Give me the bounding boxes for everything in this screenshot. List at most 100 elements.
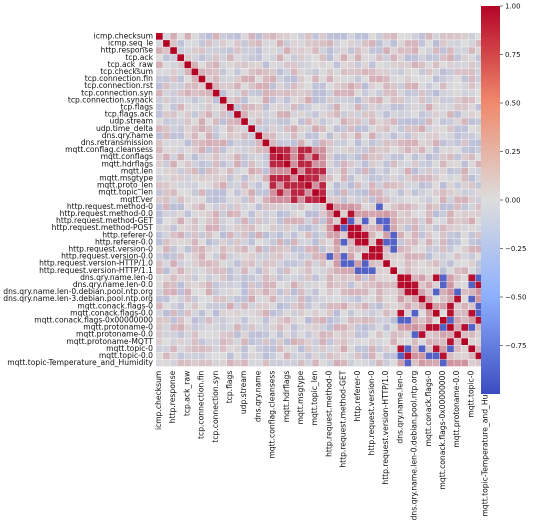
- heatmap-cell: [191, 260, 199, 267]
- heatmap-cell: [298, 132, 305, 140]
- heatmap-cell: [227, 260, 234, 267]
- heatmap-cell: [340, 224, 348, 232]
- heatmap-cell: [361, 253, 369, 260]
- heatmap-cell: [383, 182, 390, 189]
- heatmap-cell: [425, 125, 433, 132]
- heatmap-cell: [347, 33, 355, 40]
- heatmap-cell: [440, 132, 447, 140]
- heatmap-cell: [170, 231, 177, 239]
- heatmap-cell: [262, 267, 270, 274]
- heatmap-cell: [305, 224, 312, 232]
- heatmap-cell: [468, 224, 476, 232]
- heatmap-cell: [411, 210, 419, 218]
- heatmap-cell: [454, 96, 461, 104]
- heatmap-cell: [390, 146, 397, 154]
- heatmap-cell: [319, 274, 326, 282]
- heatmap-cell: [376, 40, 383, 47]
- heatmap-cell: [432, 217, 440, 225]
- heatmap-cell: [461, 196, 468, 203]
- heatmap-cell: [248, 238, 255, 246]
- heatmap-cell: [191, 352, 199, 360]
- heatmap-cell: [418, 160, 426, 168]
- heatmap-cell: [383, 224, 390, 232]
- heatmap-cell: [283, 61, 291, 69]
- heatmap-cell: [440, 47, 447, 54]
- heatmap-cell: [475, 274, 483, 282]
- heatmap-cell: [354, 260, 362, 267]
- heatmap-cell: [475, 189, 483, 196]
- heatmap-cell: [447, 274, 454, 282]
- heatmap-cell: [262, 175, 270, 182]
- heatmap-cell: [340, 82, 348, 90]
- heatmap-cell: [276, 288, 284, 296]
- heatmap-cell: [454, 246, 461, 253]
- heatmap-cell: [305, 288, 312, 296]
- heatmap-cell: [383, 231, 390, 239]
- heatmap-cell: [290, 274, 298, 282]
- heatmap-cell: [397, 40, 405, 47]
- heatmap-cell: [319, 324, 326, 331]
- heatmap-cell: [212, 331, 220, 338]
- heatmap-cell: [227, 196, 234, 203]
- heatmap-cell: [276, 338, 284, 345]
- heatmap-cell: [326, 267, 334, 274]
- heatmap-cell: [170, 96, 177, 104]
- heatmap-cell: [326, 153, 334, 161]
- heatmap-cell: [227, 111, 234, 118]
- heatmap-cell: [219, 96, 227, 104]
- heatmap-cell: [475, 40, 483, 47]
- heatmap-cell: [390, 54, 397, 61]
- heatmap-cell: [361, 167, 369, 175]
- heatmap-cell: [234, 238, 241, 246]
- heatmap-cell: [319, 153, 326, 161]
- heatmap-cell: [376, 196, 383, 203]
- heatmap-cell: [475, 33, 483, 40]
- heatmap-cell: [241, 338, 248, 345]
- heatmap-cell: [212, 246, 220, 253]
- heatmap-cell: [397, 153, 405, 161]
- heatmap-cell: [177, 139, 184, 147]
- heatmap-cell: [340, 274, 348, 282]
- colorbar-tick-label: 0.25: [505, 148, 521, 156]
- heatmap-cell: [369, 146, 376, 154]
- heatmap-cell: [319, 210, 326, 218]
- heatmap-cell: [198, 253, 206, 260]
- heatmap-cell: [369, 295, 376, 303]
- row-label: mqtt.msgtype: [99, 174, 153, 183]
- heatmap-cell: [376, 146, 383, 154]
- heatmap-cell: [319, 288, 326, 296]
- heatmap-cell: [411, 47, 419, 54]
- heatmap-cell: [156, 345, 163, 353]
- heatmap-cell: [227, 352, 234, 360]
- heatmap-cell: [191, 302, 199, 310]
- heatmap-cell: [248, 231, 255, 239]
- heatmap-cell: [354, 238, 362, 246]
- heatmap-cell: [255, 89, 263, 97]
- heatmap-cell: [347, 217, 355, 225]
- heatmap-cell: [454, 217, 461, 225]
- heatmap-cell: [418, 295, 426, 303]
- heatmap-cell: [276, 359, 284, 367]
- heatmap-cell: [432, 118, 440, 125]
- heatmap-cell: [283, 352, 291, 360]
- heatmap-cell: [298, 288, 305, 296]
- heatmap-cell: [454, 182, 461, 189]
- column-label: dns.qry.name: [253, 370, 262, 422]
- heatmap-cell: [326, 146, 334, 154]
- heatmap-cell: [354, 267, 362, 274]
- heatmap-cell: [383, 96, 390, 104]
- heatmap-cell: [333, 89, 341, 97]
- heatmap-cell: [333, 111, 341, 118]
- heatmap-cell: [241, 153, 248, 161]
- heatmap-cell: [347, 317, 355, 324]
- heatmap-cell: [234, 331, 241, 338]
- heatmap-cell: [212, 132, 220, 140]
- heatmap-cell: [319, 111, 326, 118]
- heatmap-cell: [361, 189, 369, 196]
- heatmap-cell: [269, 338, 277, 345]
- heatmap-cell: [425, 238, 433, 246]
- heatmap-cell: [212, 61, 220, 69]
- heatmap-cell: [262, 153, 270, 161]
- heatmap-cell: [354, 203, 362, 211]
- heatmap-cell: [376, 345, 383, 353]
